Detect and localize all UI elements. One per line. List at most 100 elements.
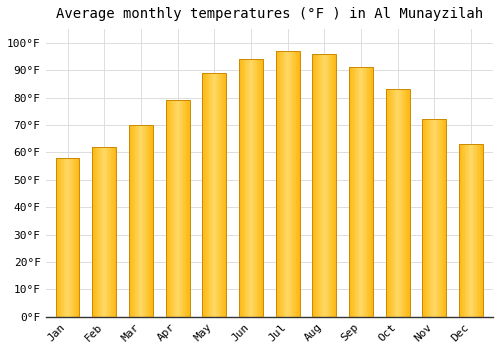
Bar (186, 100, 187, 317)
Bar (482, 144, 483, 317)
Bar (136, 125, 137, 317)
Bar (146, 125, 148, 317)
Bar (361, 68, 362, 317)
Bar (443, 119, 444, 317)
Bar (109, 147, 110, 317)
Bar (129, 125, 130, 317)
Bar (92, 147, 93, 317)
Bar (312, 54, 336, 317)
Bar (422, 119, 446, 317)
Bar (334, 54, 336, 317)
Bar (369, 68, 370, 317)
Bar (432, 119, 433, 317)
Bar (427, 119, 428, 317)
Bar (408, 89, 409, 317)
Bar (112, 147, 113, 317)
Bar (472, 144, 474, 317)
Bar (134, 125, 136, 317)
Bar (368, 68, 369, 317)
Bar (423, 119, 424, 317)
Bar (216, 73, 218, 317)
Bar (422, 119, 423, 317)
Bar (187, 100, 188, 317)
Bar (429, 119, 430, 317)
Bar (322, 54, 324, 317)
Bar (211, 73, 212, 317)
Bar (388, 89, 389, 317)
Bar (366, 68, 368, 317)
Bar (250, 59, 251, 317)
Bar (185, 100, 186, 317)
Bar (406, 89, 407, 317)
Bar (60, 158, 61, 317)
Bar (405, 89, 406, 317)
Bar (166, 100, 190, 317)
Bar (93, 147, 94, 317)
Bar (207, 73, 208, 317)
Bar (282, 51, 283, 317)
Bar (102, 147, 104, 317)
Bar (181, 100, 182, 317)
Bar (284, 51, 286, 317)
Bar (289, 51, 290, 317)
Bar (114, 147, 116, 317)
Bar (370, 68, 372, 317)
Bar (212, 73, 214, 317)
Bar (246, 59, 247, 317)
Bar (438, 119, 439, 317)
Bar (326, 54, 328, 317)
Bar (259, 59, 260, 317)
Bar (76, 158, 77, 317)
Bar (150, 125, 152, 317)
Bar (401, 89, 402, 317)
Bar (393, 89, 394, 317)
Bar (137, 125, 138, 317)
Bar (188, 100, 190, 317)
Bar (57, 158, 58, 317)
Bar (104, 147, 105, 317)
Bar (437, 119, 438, 317)
Bar (204, 73, 206, 317)
Bar (243, 59, 244, 317)
Bar (471, 144, 472, 317)
Bar (435, 119, 436, 317)
Bar (470, 144, 471, 317)
Bar (176, 100, 177, 317)
Bar (174, 100, 175, 317)
Bar (166, 100, 168, 317)
Bar (372, 68, 373, 317)
Bar (299, 51, 300, 317)
Bar (364, 68, 365, 317)
Bar (129, 125, 153, 317)
Bar (352, 68, 353, 317)
Bar (168, 100, 169, 317)
Bar (202, 73, 226, 317)
Bar (460, 144, 462, 317)
Bar (386, 89, 409, 317)
Bar (356, 68, 357, 317)
Bar (333, 54, 334, 317)
Bar (169, 100, 170, 317)
Bar (424, 119, 425, 317)
Bar (105, 147, 106, 317)
Bar (390, 89, 392, 317)
Bar (468, 144, 469, 317)
Bar (293, 51, 294, 317)
Bar (397, 89, 398, 317)
Bar (202, 73, 203, 317)
Bar (72, 158, 73, 317)
Bar (183, 100, 184, 317)
Bar (149, 125, 150, 317)
Bar (170, 100, 171, 317)
Bar (288, 51, 289, 317)
Bar (298, 51, 299, 317)
Bar (218, 73, 219, 317)
Bar (442, 119, 443, 317)
Bar (362, 68, 364, 317)
Bar (69, 158, 70, 317)
Bar (479, 144, 480, 317)
Bar (330, 54, 332, 317)
Bar (220, 73, 222, 317)
Bar (61, 158, 62, 317)
Bar (215, 73, 216, 317)
